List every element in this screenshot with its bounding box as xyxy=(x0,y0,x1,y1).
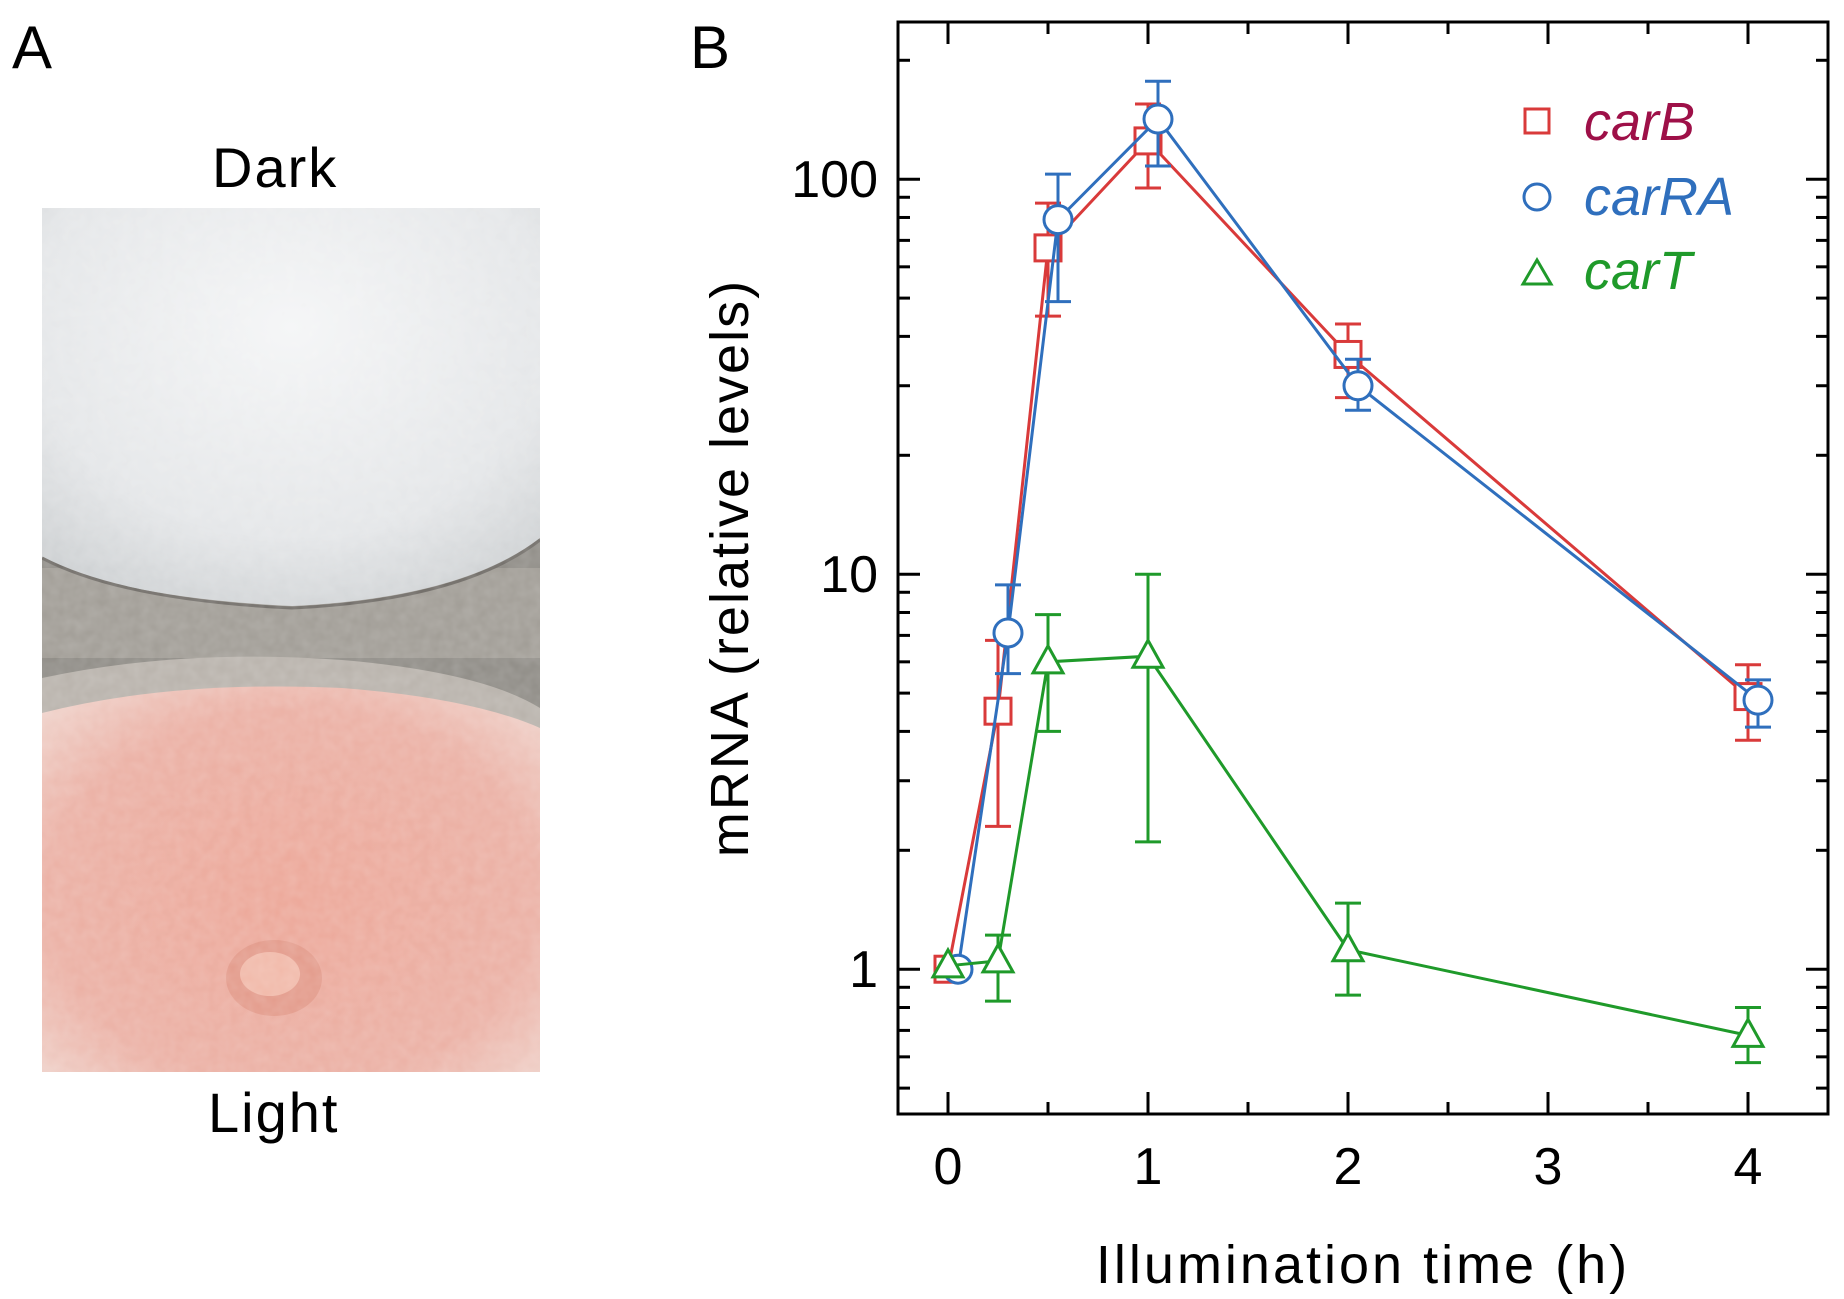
culture-plates-photo xyxy=(42,208,540,1072)
y-tick-label: 10 xyxy=(820,546,878,604)
light-label: Light xyxy=(208,1081,340,1144)
x-tick-label: 0 xyxy=(934,1138,963,1196)
legend-label-carT: carT xyxy=(1584,241,1696,301)
marker-carT xyxy=(1130,637,1166,669)
axis-ticks xyxy=(898,22,1828,1114)
x-tick-label: 4 xyxy=(1734,1138,1763,1196)
x-tick-label: 2 xyxy=(1334,1138,1363,1196)
legend-label-carB: carB xyxy=(1584,92,1695,152)
panel-b-letter: B xyxy=(690,14,731,81)
marker-carRA xyxy=(1342,370,1374,402)
marker-carRA xyxy=(1042,204,1074,236)
legend-label-carRA: carRA xyxy=(1584,167,1734,227)
legend-marker-square xyxy=(1523,107,1551,135)
legend-marker-circle xyxy=(1522,182,1552,212)
marker-carT xyxy=(980,941,1016,974)
legend-item-carB: carB xyxy=(1523,92,1695,152)
line-carRA xyxy=(956,116,1759,970)
legend-marker-triangle xyxy=(1520,257,1554,286)
marker-carRA xyxy=(992,617,1024,649)
marker-carRA xyxy=(1742,684,1774,716)
y-tick-label: 1 xyxy=(849,941,878,999)
chart-series xyxy=(930,79,1774,1065)
series-carRA xyxy=(942,79,1774,985)
dark-label: Dark xyxy=(212,136,339,199)
marker-carT xyxy=(930,946,966,979)
y-axis-label: mRNA (relative levels) xyxy=(700,279,760,857)
marker-carT xyxy=(1730,1016,1766,1048)
x-tick-label: 1 xyxy=(1134,1138,1163,1196)
series-carT xyxy=(930,572,1766,1065)
plot-frame xyxy=(896,20,1830,1116)
legend: carB carRA carT xyxy=(1520,92,1734,301)
x-axis-label: Illumination time (h) xyxy=(1096,1235,1630,1295)
panel-a-letter: A xyxy=(12,14,53,81)
x-tick-label: 3 xyxy=(1534,1138,1563,1196)
marker-carT xyxy=(1030,642,1066,675)
plates-image xyxy=(42,208,540,1072)
marker-carT xyxy=(1330,930,1366,963)
legend-item-carRA: carRA xyxy=(1522,167,1734,227)
tick-labels: 0 1 2 3 4 1 10 100 xyxy=(791,151,1762,1196)
y-tick-label: 100 xyxy=(791,151,878,209)
legend-item-carT: carT xyxy=(1520,241,1696,301)
marker-carRA xyxy=(1142,103,1174,135)
